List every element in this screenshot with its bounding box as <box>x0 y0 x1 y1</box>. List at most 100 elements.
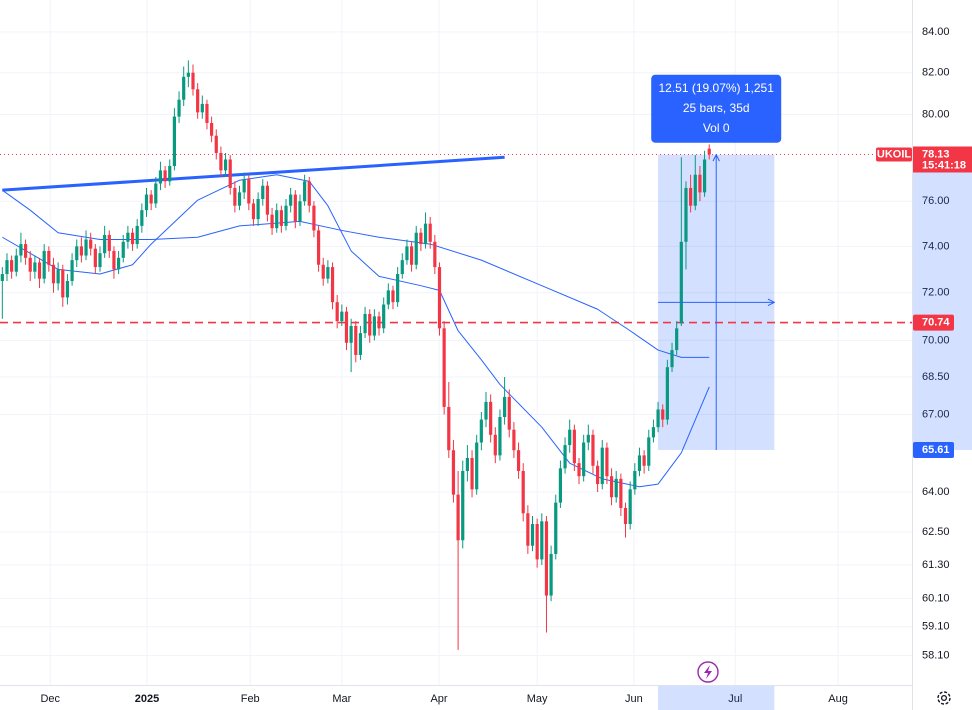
candle-body <box>679 241 683 324</box>
candle-body <box>270 214 274 229</box>
candle-body <box>656 409 660 428</box>
candle-body <box>354 325 358 355</box>
candle-body <box>596 465 600 485</box>
candle-body <box>321 264 325 279</box>
candle-body <box>205 103 209 123</box>
candle-body <box>540 521 544 560</box>
candle-body <box>535 524 539 560</box>
measure-tooltip-text: 12.51 (19.07%) 1,251 <box>658 81 774 95</box>
candle-body <box>182 76 186 100</box>
overlay-layer: 12.51 (19.07%) 1,251 25 bars, 35d Vol 0 UKO… <box>651 74 912 450</box>
candle-body <box>651 427 656 438</box>
candle-body <box>414 232 418 265</box>
x-tick-label: Aug <box>828 693 848 705</box>
candle-body <box>89 239 93 249</box>
candle-body <box>628 489 632 525</box>
measure-low-box <box>913 441 954 458</box>
candle-body <box>568 429 572 446</box>
candle-body <box>382 304 386 329</box>
candle-body <box>79 246 83 256</box>
measure-time-band <box>658 686 775 710</box>
candle-body <box>149 194 153 204</box>
candle-body <box>484 401 488 420</box>
candle-body <box>200 103 204 113</box>
candle-body <box>144 194 149 211</box>
x-tick-label: Dec <box>40 693 60 705</box>
candle-body <box>665 367 669 420</box>
candle-body <box>56 269 60 284</box>
candle-body <box>154 183 158 204</box>
candle-body <box>298 201 302 222</box>
x-tick-label: Jun <box>625 693 643 705</box>
candle-body <box>702 159 707 193</box>
candle-body <box>642 455 646 466</box>
candle-body <box>23 244 28 258</box>
x-tick-label: 2025 <box>135 693 159 705</box>
candle-body <box>493 434 497 456</box>
candle-body <box>358 333 363 355</box>
symbol-tag: UKOIL <box>877 148 912 160</box>
candle-body <box>512 429 516 451</box>
y-tick-label: 61.30 <box>922 559 950 571</box>
candle-body <box>502 396 507 418</box>
candle-body <box>116 257 121 270</box>
y-tick-label: 59.10 <box>922 621 950 633</box>
candle-body <box>177 99 181 117</box>
candle-body <box>210 122 214 136</box>
candle-body <box>391 290 395 303</box>
candle-body <box>340 311 344 322</box>
hline-price-label: 70.74 <box>922 316 950 328</box>
candle-body <box>168 166 172 182</box>
candle-body <box>33 262 37 272</box>
candle-body <box>516 450 521 471</box>
settings-icon[interactable] <box>937 691 951 705</box>
candle-body <box>377 316 381 329</box>
candle-body <box>93 248 97 268</box>
candle-body <box>293 194 297 222</box>
candle-body <box>405 246 409 261</box>
candle-body <box>577 463 581 477</box>
measure-tooltip <box>651 74 782 143</box>
candle-body <box>470 457 474 490</box>
hline-price-box <box>913 314 954 331</box>
candle-body <box>19 244 23 256</box>
candle-body <box>65 281 70 298</box>
candle-body <box>0 274 4 282</box>
candle-body <box>51 264 56 284</box>
candle-body <box>214 135 218 153</box>
candle-body <box>670 350 674 368</box>
candle-body <box>335 302 339 322</box>
candle-body <box>307 181 311 206</box>
candle-body <box>549 553 553 596</box>
candle-body <box>614 478 618 498</box>
candle-body <box>558 468 563 503</box>
candle-body <box>707 148 711 155</box>
candle-body <box>479 419 483 443</box>
y-tick-label: 58.10 <box>922 650 950 662</box>
candle-body <box>386 290 390 305</box>
y-tick-label: 72.00 <box>922 287 950 299</box>
line-layer <box>0 153 912 488</box>
alert-icon[interactable] <box>697 661 719 683</box>
candle-body <box>228 159 232 188</box>
candle-body <box>172 116 177 167</box>
candle-body <box>586 434 590 443</box>
candle-body <box>237 192 242 206</box>
candle-body <box>103 234 107 254</box>
y-tick-label: 64.00 <box>922 486 950 498</box>
candle-body <box>98 253 102 268</box>
candle-body <box>619 478 623 508</box>
candle-body <box>372 316 376 336</box>
candle-body <box>326 267 330 279</box>
candle-body <box>582 442 586 477</box>
candle-body <box>433 241 437 268</box>
candle-body <box>363 314 367 334</box>
x-tick-label: Mar <box>332 693 351 705</box>
candle-body <box>396 274 400 303</box>
candle-body <box>279 210 283 226</box>
candle-body <box>600 447 604 485</box>
candle-body <box>289 194 293 206</box>
trend-line <box>2 155 505 192</box>
candle-body <box>423 223 428 245</box>
